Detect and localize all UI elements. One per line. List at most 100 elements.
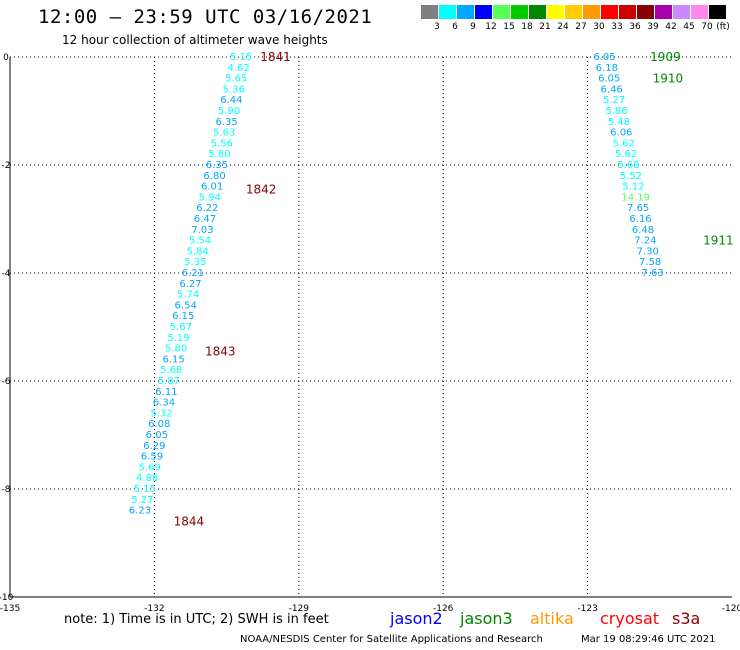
pass-time-label: 1911	[703, 234, 734, 248]
credit-line: NOAA/NESDIS Center for Satellite Applica…	[240, 634, 543, 645]
wave-height-value: 5.90	[218, 106, 240, 117]
wave-height-value: 6.16	[629, 214, 651, 225]
mission-jason3: jason3	[460, 609, 513, 628]
legend-color-swatch	[709, 5, 726, 19]
longitude-tick-label: -123	[577, 604, 597, 614]
legend-color-swatch	[601, 5, 618, 19]
footer-note: note: 1) Time is in UTC; 2) SWH is in fe…	[64, 612, 329, 627]
latitude-tick-label: -2	[2, 161, 11, 171]
wave-height-value: 5.80	[208, 149, 230, 160]
wave-height-value: 5.74	[177, 290, 199, 301]
generation-timestamp: Mar 19 08:29:46 UTC 2021	[581, 634, 716, 645]
wave-height-value: 6.47	[194, 214, 216, 225]
pass-time-label: 1910	[653, 72, 684, 86]
wave-height-value: 6.01	[201, 182, 223, 193]
legend-bin-label: 18	[521, 22, 533, 32]
wave-height-value: 6.21	[182, 268, 204, 279]
mission-cryosat: cryosat	[600, 609, 660, 628]
wave-height-value: 6.22	[196, 203, 218, 214]
wave-height-value: 6.29	[143, 441, 165, 452]
wave-height-value: 6.46	[601, 84, 623, 95]
wave-height-value: 6.18	[596, 63, 618, 74]
mission-s3a: s3a	[672, 609, 701, 628]
legend-color-swatch	[619, 5, 636, 19]
wave-height-value: 7.63	[641, 268, 663, 279]
page-title: 12:00 – 23:59 UTC 03/16/2021	[38, 6, 373, 28]
pass-time-label: 1844	[174, 514, 205, 528]
pass-time-label: 1841	[260, 50, 291, 64]
legend-bin-label: 24	[557, 22, 569, 32]
wave-height-value: 5.32	[150, 408, 172, 419]
latitude-tick-label: -4	[2, 269, 11, 279]
longitude-tick-label: -126	[433, 604, 454, 614]
wave-height-value: 5.62	[615, 149, 637, 160]
wave-height-value: 6.59	[141, 452, 163, 463]
legend-color-swatch	[673, 5, 690, 19]
latitude-tick-label: -10	[0, 593, 14, 603]
altimeter-track-1: 5.154.625.655.366.445.906.355.635.565.80…	[129, 52, 252, 517]
legend-bin-label: 39	[647, 22, 659, 32]
wave-height-value: 5.80	[165, 344, 187, 355]
wave-height-value: 6.35	[206, 160, 228, 171]
wave-height-value: 14.19	[621, 192, 650, 203]
legend-bin-label: 45	[683, 22, 695, 32]
legend-color-swatch	[547, 5, 564, 19]
wave-height-value: 4.88	[136, 473, 158, 484]
wave-height-value: 6.05	[146, 430, 168, 441]
wave-height-value: 6.54	[175, 300, 197, 311]
legend-color-swatch	[529, 5, 546, 19]
wave-height-value: 5.54	[189, 236, 211, 247]
legend-color-swatch	[637, 5, 654, 19]
legend-bin-label: 33	[611, 22, 623, 32]
legend-bin-label: 42	[665, 22, 677, 32]
mission-jason2: jason2	[390, 609, 443, 628]
pass-time-label: 1842	[246, 182, 277, 196]
wave-height-value: 5.63	[213, 128, 235, 139]
wave-height-value: 5.52	[620, 171, 642, 182]
mission-altika: altika	[530, 609, 574, 628]
legend-color-swatch	[655, 5, 672, 19]
legend-color-swatch	[511, 5, 528, 19]
legend-color-swatch	[691, 5, 708, 19]
wave-height-value: 5.36	[223, 84, 245, 95]
wave-height-value: 7.30	[637, 246, 659, 257]
wave-height-value: 5.15	[230, 52, 252, 63]
legend-bin-label: 30	[593, 22, 605, 32]
wave-height-value: 6.08	[148, 419, 170, 430]
wave-height-value: 6.15	[172, 311, 194, 322]
wave-height-value: 6.35	[215, 117, 237, 128]
wave-height-value: 6.23	[129, 506, 151, 517]
wave-height-value: 7.58	[639, 257, 661, 268]
wave-height-value: 6.05	[593, 52, 615, 63]
wave-height-value: 5.56	[211, 138, 233, 149]
wave-height-value: 5.94	[199, 192, 221, 203]
wave-height-value: 5.62	[613, 138, 635, 149]
wave-height-value: 6.44	[220, 95, 242, 106]
legend-color-swatch	[457, 5, 474, 19]
wave-height-value: 6.34	[153, 398, 175, 409]
wave-height-value: 5.86	[605, 106, 627, 117]
wave-height-value: 6.15	[163, 354, 185, 365]
legend-color-swatch	[583, 5, 600, 19]
legend-color-swatch	[475, 5, 492, 19]
legend-bin-label: 27	[575, 22, 587, 32]
latitude-tick-label: 0	[3, 53, 9, 63]
wave-height-value: 6.06	[610, 128, 632, 139]
wave-height-value: 6.05	[598, 74, 620, 85]
wave-height-value: 6.80	[203, 171, 225, 182]
longitude-tick-label: -135	[0, 604, 20, 614]
longitude-tick-label: -120	[722, 604, 740, 614]
wave-height-value: 6.11	[155, 387, 177, 398]
longitude-tick-label: -129	[289, 604, 310, 614]
legend-unit-label: (ft)	[716, 22, 730, 32]
wave-height-value: 5.68	[617, 160, 639, 171]
wave-height-value: 7.24	[634, 236, 656, 247]
wave-height-value: 7.65	[627, 203, 649, 214]
wave-height-value: 6.27	[179, 279, 201, 290]
wave-height-value: 6.48	[632, 225, 654, 236]
legend-bin-label: 12	[485, 22, 497, 32]
wave-height-value: 7.03	[191, 225, 213, 236]
legend-color-swatch	[421, 5, 438, 19]
